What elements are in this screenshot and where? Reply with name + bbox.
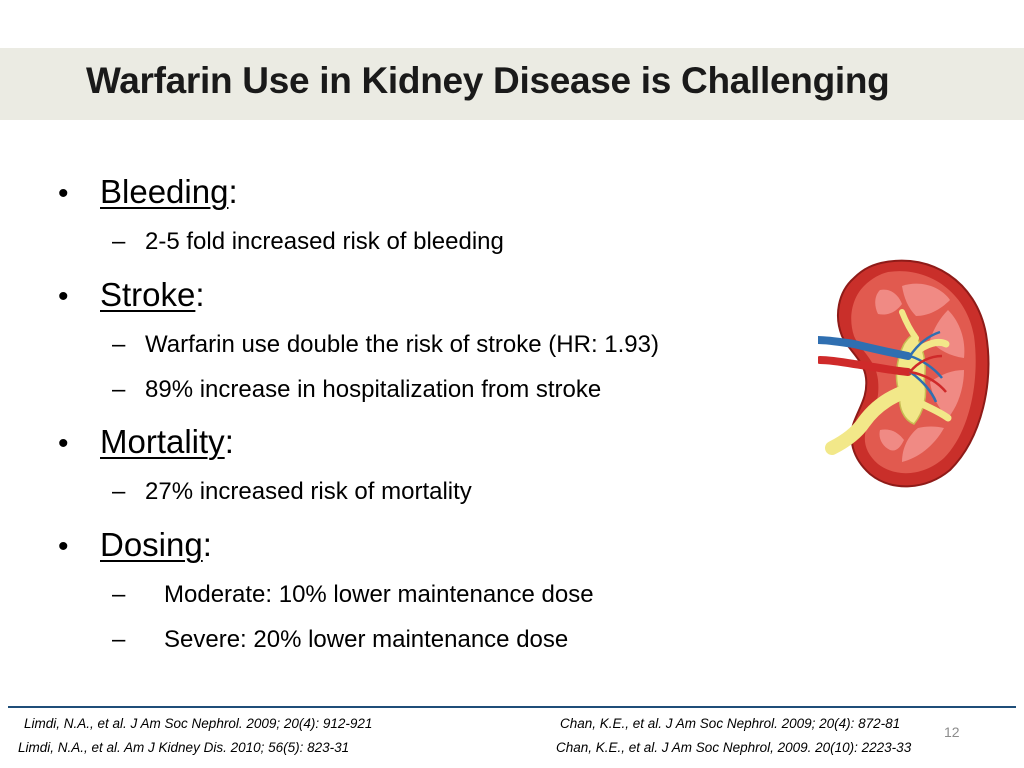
sub-dash: – [112,626,126,653]
bullet-mortality: • Mortality: [58,422,234,464]
bullet-heading: Mortality [100,423,225,460]
bullet-heading: Bleeding [100,173,229,210]
reference-chan-2009a: Chan, K.E., et al. J Am Soc Nephrol. 200… [560,716,901,731]
bullet-dot: • [58,280,69,313]
subitem-dosing-moderate: – Moderate: 10% lower maintenance dose [112,580,594,610]
kidney-cross-section-icon [818,259,990,488]
reference-limdi-2010: Limdi, N.A., et al. Am J Kidney Dis. 201… [18,740,350,755]
subitem-text: 2-5 fold increased risk of bleeding [145,228,504,255]
bullet-heading: Stroke [100,276,196,313]
subitem-mortality-risk: –27% increased risk of mortality [112,477,472,507]
title-band [0,48,1024,120]
bullet-colon: : [224,423,234,460]
sub-dash: – [112,228,126,255]
subitem-text: Severe: 20% lower maintenance dose [164,626,569,653]
bullet-stroke: • Stroke: [58,275,205,317]
subitem-text: 27% increased risk of mortality [145,478,472,505]
reference-limdi-2009: Limdi, N.A., et al. J Am Soc Nephrol. 20… [24,716,373,731]
bullet-dot: • [58,530,69,563]
kidney-illustration [818,259,990,488]
subitem-dosing-severe: – Severe: 20% lower maintenance dose [112,625,568,655]
subitem-stroke-hospitalization: –89% increase in hospitalization from st… [112,375,601,405]
subitem-text: Warfarin use double the risk of stroke (… [145,331,659,358]
subitem-text: 89% increase in hospitalization from str… [145,376,602,403]
bullet-colon: : [228,173,238,210]
slide-number: 12 [944,724,960,740]
bullet-list: • Bleeding: –2-5 fold increased risk of b… [58,172,659,655]
bullet-heading: Dosing [100,526,203,563]
bullet-colon: : [195,276,205,313]
subitem-text: Moderate: 10% lower maintenance dose [164,581,594,608]
sub-dash: – [112,478,126,505]
sub-dash: – [112,376,126,403]
bullet-bleeding: • Bleeding: [58,172,238,214]
slide-title: Warfarin Use in Kidney Disease is Challe… [86,60,890,101]
footer-divider [8,706,1016,708]
subitem-bleeding-risk: –2-5 fold increased risk of bleeding [112,227,504,257]
subitem-stroke-risk: – Warfarin use double the risk of stroke … [112,330,659,360]
bullet-dot: • [58,427,69,460]
bullet-colon: : [202,526,212,563]
bullet-dosing: • Dosing: [58,525,212,567]
bullet-dot: • [58,177,69,210]
reference-chan-2009b: Chan, K.E., et al. J Am Soc Nephrol, 200… [556,740,912,755]
sub-dash: – [112,331,126,358]
sub-dash: – [112,581,126,608]
